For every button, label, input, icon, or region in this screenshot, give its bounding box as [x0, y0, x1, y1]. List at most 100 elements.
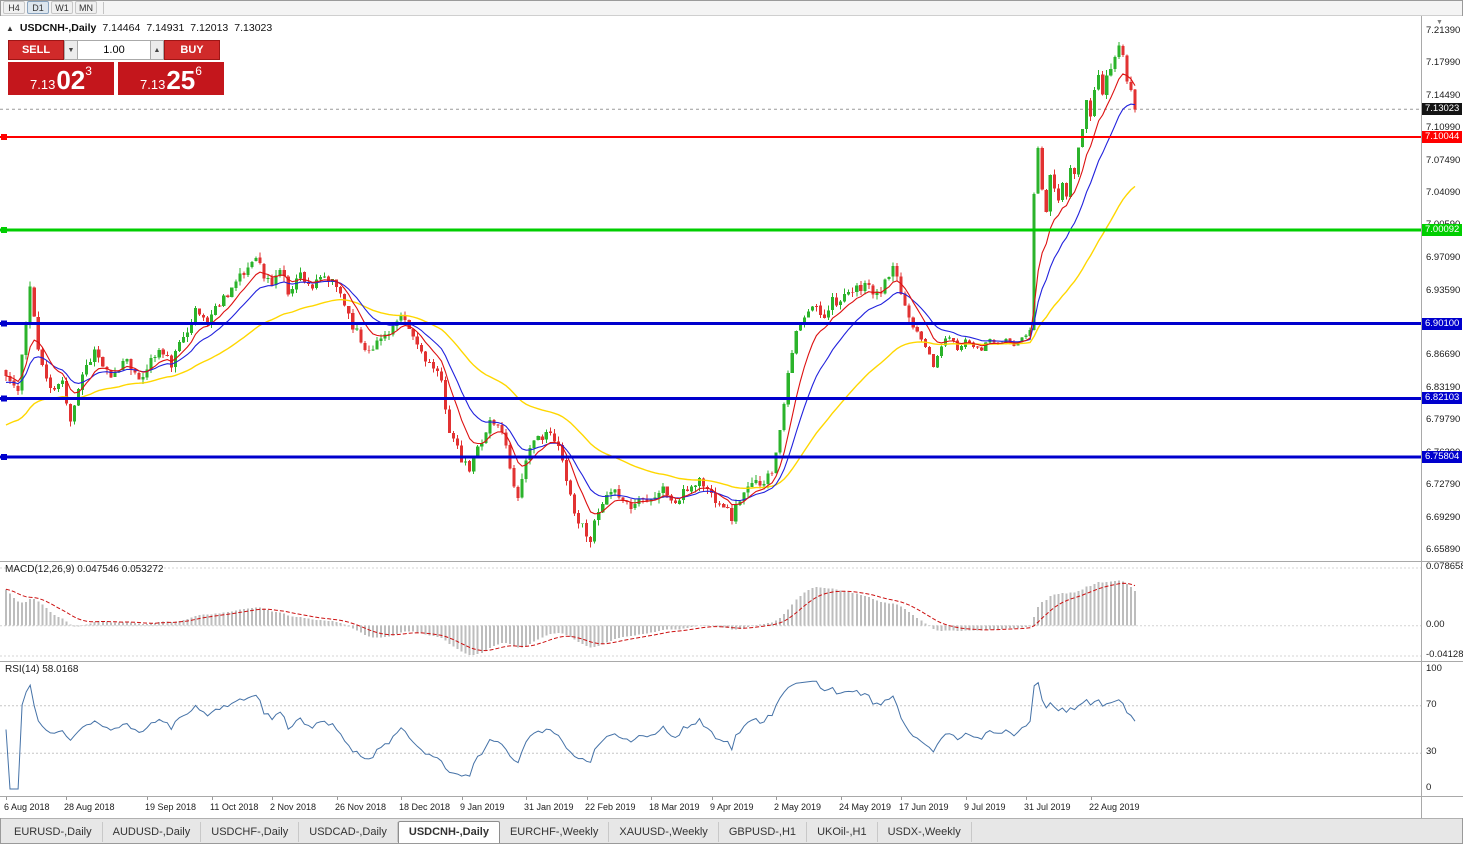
one-click-trading-panel: SELL ▼ ▲ BUY 7.13 02 3 7.13 [8, 40, 224, 95]
time-axis-label: 19 Sep 2018 [145, 802, 197, 812]
time-tick [462, 797, 463, 800]
chart-tab-xauusd-weekly[interactable]: XAUUSD-,Weekly [609, 822, 719, 842]
price-axis-label: 6.97090 [1426, 252, 1461, 263]
hline-price-badge: 6.90100 [1422, 318, 1462, 330]
rsi-canvas[interactable] [0, 662, 1421, 796]
hline-price-badge: 6.75804 [1422, 451, 1462, 463]
sell-button[interactable]: SELL [8, 40, 64, 60]
chart-tab-bar: EURUSD-,Daily AUDUSD-,Daily USDCHF-,Daily U… [0, 818, 1463, 844]
time-axis-label: 26 Nov 2018 [335, 802, 387, 812]
volume-input[interactable] [78, 40, 150, 60]
time-axis-label: 9 Jul 2019 [964, 802, 1006, 812]
ohlc-high: 7.14931 [146, 22, 185, 34]
ohlc-low: 7.12013 [190, 22, 229, 34]
ask-price-display[interactable]: 7.13 25 6 [118, 62, 224, 95]
time-axis[interactable]: 6 Aug 2018 28 Aug 2018 19 Sep 2018 11 Oct 2… [0, 796, 1421, 818]
time-axis-label: 9 Jan 2019 [460, 802, 505, 812]
chart-tab-gbpusd-h1[interactable]: GBPUSD-,H1 [719, 822, 808, 842]
time-axis-label: 24 May 2019 [839, 802, 892, 812]
ask-big-digits: 25 [166, 65, 196, 95]
ma-slow-line [5, 185, 1136, 490]
volume-increase-icon[interactable]: ▲ [150, 40, 164, 60]
bid-big-digits: 02 [56, 65, 86, 95]
ohlc-info-line: ▲ USDCNH-,Daily 7.14464 7.14931 7.12013 … [6, 22, 272, 34]
moving-averages-layer [5, 73, 1136, 515]
bid-price-display[interactable]: 7.13 02 3 [8, 62, 114, 95]
ask-pip-digit: 6 [195, 64, 202, 78]
price-axis-label: 6.69290 [1426, 512, 1461, 523]
volume-decrease-icon[interactable]: ▼ [64, 40, 78, 60]
price-axis-label: 7.21390 [1426, 25, 1461, 36]
timeframe-button-w1[interactable]: W1 [51, 1, 73, 14]
tick-direction-icon: ▲ [6, 23, 14, 33]
chart-tab-usdchf-daily[interactable]: USDCHF-,Daily [201, 822, 300, 842]
ohlc-close: 7.13023 [234, 22, 273, 34]
timeframe-button-h4[interactable]: H4 [3, 1, 25, 14]
timeframe-button-mn[interactable]: MN [75, 1, 97, 14]
price-axis-label: 7.07490 [1426, 155, 1461, 166]
time-tick [1026, 797, 1027, 800]
axis-menu-icon[interactable]: ▼ [1436, 19, 1443, 26]
time-axis-label: 31 Jul 2019 [1024, 802, 1071, 812]
chart-tab-usdcad-daily[interactable]: USDCAD-,Daily [299, 822, 398, 842]
rsi-indicator-panel: RSI(14) 58.0168 [0, 661, 1421, 796]
ohlc-open: 7.14464 [102, 22, 141, 34]
rsi-axis-label: 100 [1426, 663, 1442, 674]
time-axis-label: 18 Dec 2018 [399, 802, 451, 812]
time-axis-label: 18 Mar 2019 [649, 802, 700, 812]
time-axis-label: 11 Oct 2018 [210, 802, 259, 812]
price-axis-label: 6.83190 [1426, 382, 1461, 393]
hline-price-badge: 7.00092 [1422, 224, 1462, 236]
time-tick [966, 797, 967, 800]
rsi-axis-label: 0 [1426, 782, 1432, 793]
price-axis-label: 6.93590 [1426, 285, 1461, 296]
price-chart-panel: ▲ USDCNH-,Daily 7.14464 7.14931 7.12013 … [0, 16, 1421, 561]
horizontal-lines-layer [0, 134, 1421, 461]
price-axis-label: 6.72790 [1426, 479, 1461, 490]
macd-canvas[interactable] [0, 562, 1421, 661]
chart-tab-usdcnh-daily[interactable]: USDCNH-,Daily [397, 821, 500, 844]
macd-levels-layer [0, 567, 1421, 657]
chart-tab-audusd-daily[interactable]: AUDUSD-,Daily [103, 822, 202, 842]
rsi-axis-label: 70 [1426, 699, 1437, 710]
time-tick [272, 797, 273, 800]
macd-histogram-layer [5, 580, 1136, 655]
price-axis-label: 6.79790 [1426, 414, 1461, 425]
macd-indicator-panel: MACD(12,26,9) 0.047546 0.053272 [0, 561, 1421, 661]
axis-separator [1422, 561, 1463, 562]
price-axis-label: 7.14490 [1426, 90, 1461, 101]
macd-axis-label: 0.00 [1426, 619, 1445, 630]
price-axis-label: 6.86690 [1426, 349, 1461, 360]
axis-separator [1422, 796, 1463, 797]
time-tick [841, 797, 842, 800]
hline-price-badge: 6.82103 [1422, 392, 1462, 404]
time-axis-label: 28 Aug 2018 [64, 802, 115, 812]
time-tick [712, 797, 713, 800]
time-tick [901, 797, 902, 800]
price-chart-canvas[interactable] [0, 16, 1421, 561]
rsi-line [5, 680, 1136, 790]
buy-button[interactable]: BUY [164, 40, 220, 60]
time-axis-label: 31 Jan 2019 [524, 802, 574, 812]
time-tick [587, 797, 588, 800]
chart-tab-ukoil-h1[interactable]: UKOil-,H1 [807, 822, 878, 842]
time-tick [776, 797, 777, 800]
time-axis-label: 6 Aug 2018 [4, 802, 50, 812]
time-axis-label: 22 Aug 2019 [1089, 802, 1140, 812]
chart-tab-eurusd-daily[interactable]: EURUSD-,Daily [4, 822, 103, 842]
price-axis[interactable]: ▼ 7.21390 7.17990 7.14490 7.10990 7.07490 7.04… [1421, 16, 1463, 818]
chart-tab-usdx-weekly[interactable]: USDX-,Weekly [878, 822, 972, 842]
chart-symbol-label: USDCNH-,Daily [19, 22, 97, 34]
macd-axis-label: -0.041287 [1426, 649, 1463, 660]
bid-pip-digit: 3 [85, 64, 92, 78]
time-tick [337, 797, 338, 800]
time-axis-label: 2 May 2019 [774, 802, 822, 812]
macd-label: MACD(12,26,9) 0.047546 0.053272 [5, 564, 164, 575]
chart-column: ▲ USDCNH-,Daily 7.14464 7.14931 7.12013 … [0, 16, 1421, 818]
time-tick [1091, 797, 1092, 800]
time-tick [212, 797, 213, 800]
time-tick [147, 797, 148, 800]
rsi-axis-label: 30 [1426, 746, 1437, 757]
timeframe-button-d1[interactable]: D1 [27, 1, 49, 14]
chart-tab-eurchf-weekly[interactable]: EURCHF-,Weekly [500, 822, 610, 842]
